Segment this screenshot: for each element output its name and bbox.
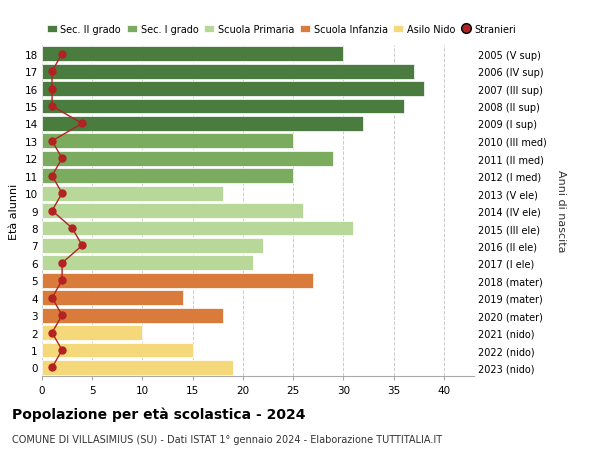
Legend: Sec. II grado, Sec. I grado, Scuola Primaria, Scuola Infanzia, Asilo Nido, Stran: Sec. II grado, Sec. I grado, Scuola Prim…	[47, 24, 517, 34]
Point	[47, 103, 57, 111]
Bar	[42, 239, 263, 253]
Point	[67, 225, 77, 232]
Bar	[42, 82, 424, 97]
Bar	[42, 221, 353, 236]
Point	[47, 329, 57, 336]
Point	[57, 312, 67, 319]
Point	[57, 260, 67, 267]
Bar	[42, 186, 223, 201]
Point	[57, 347, 67, 354]
Point	[57, 155, 67, 162]
Bar	[42, 204, 303, 218]
Bar	[42, 273, 313, 288]
Y-axis label: Anni di nascita: Anni di nascita	[556, 170, 566, 252]
Point	[77, 121, 87, 128]
Bar	[42, 291, 182, 306]
Point	[47, 68, 57, 76]
Text: Popolazione per età scolastica - 2024: Popolazione per età scolastica - 2024	[12, 406, 305, 421]
Bar	[42, 308, 223, 323]
Bar	[42, 47, 343, 62]
Point	[77, 242, 87, 250]
Point	[47, 207, 57, 215]
Bar	[42, 325, 142, 340]
Point	[47, 173, 57, 180]
Point	[47, 86, 57, 93]
Point	[57, 190, 67, 197]
Point	[47, 138, 57, 145]
Y-axis label: Età alunni: Età alunni	[9, 183, 19, 239]
Bar	[42, 100, 404, 114]
Bar	[42, 151, 334, 166]
Bar	[42, 343, 193, 358]
Bar	[42, 256, 253, 271]
Point	[47, 364, 57, 371]
Point	[47, 294, 57, 302]
Bar	[42, 169, 293, 184]
Bar	[42, 360, 233, 375]
Text: COMUNE DI VILLASIMIUS (SU) - Dati ISTAT 1° gennaio 2024 - Elaborazione TUTTITALI: COMUNE DI VILLASIMIUS (SU) - Dati ISTAT …	[12, 434, 442, 444]
Bar	[42, 65, 414, 79]
Point	[57, 51, 67, 58]
Bar	[42, 134, 293, 149]
Point	[57, 277, 67, 285]
Bar	[42, 117, 364, 132]
